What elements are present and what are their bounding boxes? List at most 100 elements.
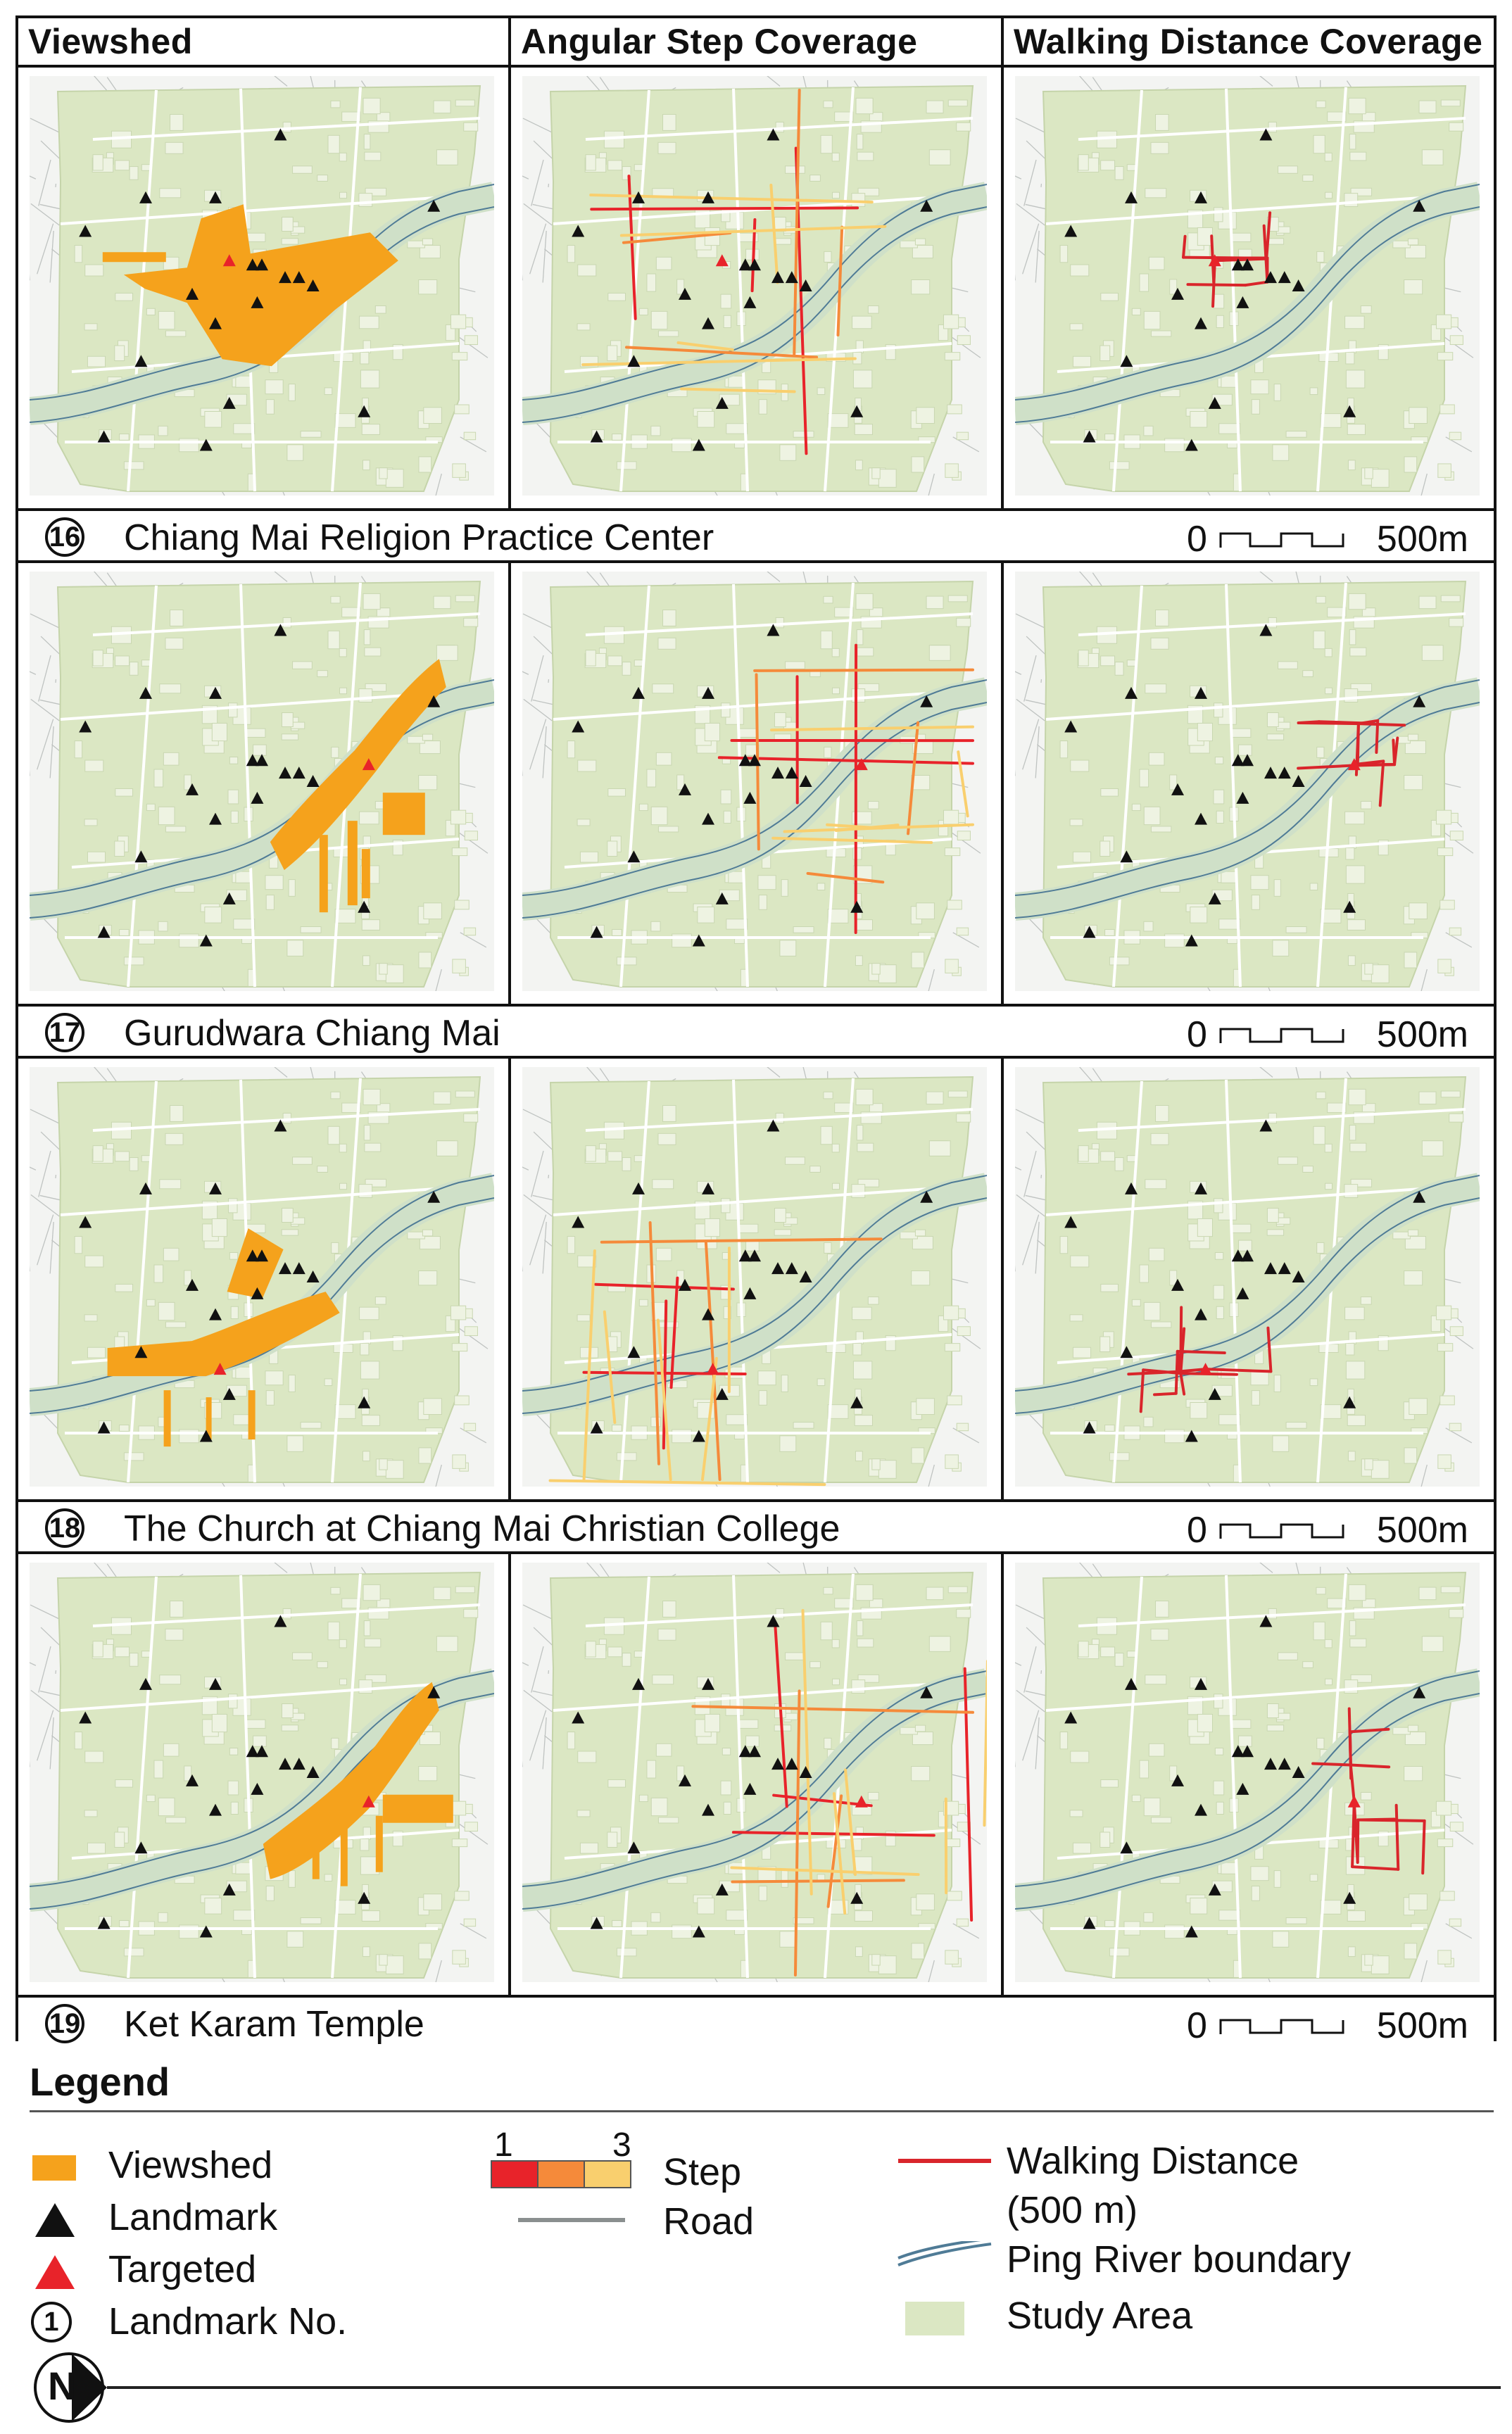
landmark-marker	[785, 1262, 798, 1275]
landmark-marker	[256, 258, 268, 271]
landmark-marker	[1125, 1182, 1138, 1194]
landmark-marker	[799, 1270, 812, 1282]
map-angular	[522, 1563, 987, 1982]
landmark-marker	[1264, 271, 1277, 284]
landmark-marker	[1413, 1190, 1426, 1203]
column-header-angular-step: Angular Step Coverage	[511, 18, 1004, 68]
north-arrow-label: N	[48, 2364, 77, 2408]
landmark-marker	[134, 355, 148, 367]
landmark-marker	[715, 1387, 729, 1400]
landmark-marker	[702, 1677, 714, 1690]
landmark-marker	[222, 1387, 236, 1400]
landmark-marker	[292, 1262, 305, 1275]
landmark-marker	[1236, 296, 1249, 308]
landmark-marker	[1064, 1216, 1078, 1228]
legend-step-label: Step	[663, 2151, 742, 2193]
angular-step-roads	[691, 1608, 987, 1976]
landmark-marker	[1264, 767, 1277, 779]
landmark-marker	[1343, 900, 1356, 913]
map-angular	[522, 76, 987, 496]
map-panel-viewshed-18	[18, 1059, 511, 1499]
map-panel-angular-16	[511, 68, 1004, 508]
landmark-marker	[743, 296, 757, 308]
landmark-marker	[702, 191, 714, 203]
north-arrow-line	[107, 2386, 1501, 2389]
viewshed-swatch-icon	[32, 2155, 76, 2181]
map-panel-walking-18	[1004, 1059, 1494, 1499]
landmark-marker	[1343, 1396, 1356, 1408]
landmark-marker	[799, 279, 812, 291]
landmark-marker	[306, 1270, 320, 1282]
landmark-marker	[590, 430, 603, 443]
landmark-marker	[199, 1925, 213, 1938]
landmark-marker	[850, 1891, 864, 1904]
landmark-number-icon: 1	[31, 2302, 72, 2342]
landmark-marker	[679, 1774, 691, 1786]
targeted-landmark-marker	[1208, 254, 1221, 267]
landmark-marker	[767, 1615, 780, 1627]
landmark-marker	[358, 1396, 371, 1408]
map-angular	[522, 1067, 987, 1487]
landmark-marker	[1413, 1686, 1426, 1698]
landmark-marker	[1185, 1925, 1198, 1938]
landmark-marker	[1185, 934, 1198, 947]
legend-title: Legend	[30, 2060, 170, 2104]
landmark-marker	[1171, 783, 1184, 795]
landmark-marker	[186, 783, 199, 795]
landmark-marker	[1231, 754, 1245, 767]
landmark-marker	[1231, 1745, 1245, 1758]
landmark-marker	[1236, 791, 1249, 804]
landmark-marker	[799, 1766, 812, 1778]
map-panel-viewshed-19	[18, 1554, 511, 1995]
row-caption-18: 18 The Church at Chiang Mai Christian Col…	[18, 1499, 1494, 1554]
landmark-marker	[679, 287, 691, 300]
landmark-marker	[799, 775, 812, 787]
legend-landmark-label: Landmark	[108, 2196, 278, 2238]
landmark-marker	[1083, 430, 1096, 443]
landmark-marker	[279, 1262, 291, 1275]
landmark-marker	[1264, 1758, 1277, 1770]
landmark-marker	[679, 783, 691, 795]
landmark-marker	[632, 191, 645, 203]
landmark-marker	[1171, 1278, 1184, 1291]
landmark-marker	[274, 128, 287, 141]
landmark-marker	[748, 258, 761, 271]
landmark-marker	[139, 686, 152, 699]
targeted-triangle-icon	[35, 2255, 75, 2289]
landmark-marker	[850, 405, 864, 417]
landmark-marker	[292, 767, 305, 779]
landmark-marker	[692, 934, 705, 947]
landmark-marker	[246, 258, 259, 271]
scale-bar-label: 500m	[1376, 1510, 1468, 1551]
landmark-marker	[920, 1686, 933, 1698]
landmark-marker	[79, 1216, 92, 1228]
landmark-marker	[279, 1758, 291, 1770]
landmark-marker	[79, 720, 92, 733]
landmark-marker	[1171, 1774, 1184, 1786]
legend-landmark-no-label: Landmark No.	[108, 2300, 348, 2342]
landmark-marker	[186, 1278, 199, 1291]
landmark-marker	[1413, 199, 1426, 212]
landmark-marker	[702, 812, 714, 825]
landmark-marker	[702, 686, 714, 699]
landmark-marker	[771, 1262, 784, 1275]
map-walking	[1015, 76, 1480, 496]
landmark-marker	[702, 1182, 714, 1194]
landmark-marker	[1231, 258, 1245, 271]
landmark-marker	[274, 1119, 287, 1132]
landmark-marker	[692, 1925, 705, 1938]
landmark-marker	[1083, 1917, 1096, 1929]
landmark-marker	[1278, 1758, 1291, 1770]
landmark-marker	[785, 1758, 798, 1770]
landmark-marker	[1120, 1841, 1133, 1854]
scale-bar-zero: 0	[1187, 2005, 1207, 2046]
landmark-marker	[79, 225, 92, 237]
landmark-marker	[139, 191, 152, 203]
landmark-marker	[702, 1803, 714, 1816]
scale-bar: 0 500m	[1187, 1014, 1468, 1056]
landmark-marker	[427, 199, 441, 212]
landmark-marker	[209, 812, 222, 825]
landmark-marker	[767, 128, 780, 141]
landmark-marker	[358, 900, 371, 913]
viewshed-area	[263, 1682, 453, 1886]
